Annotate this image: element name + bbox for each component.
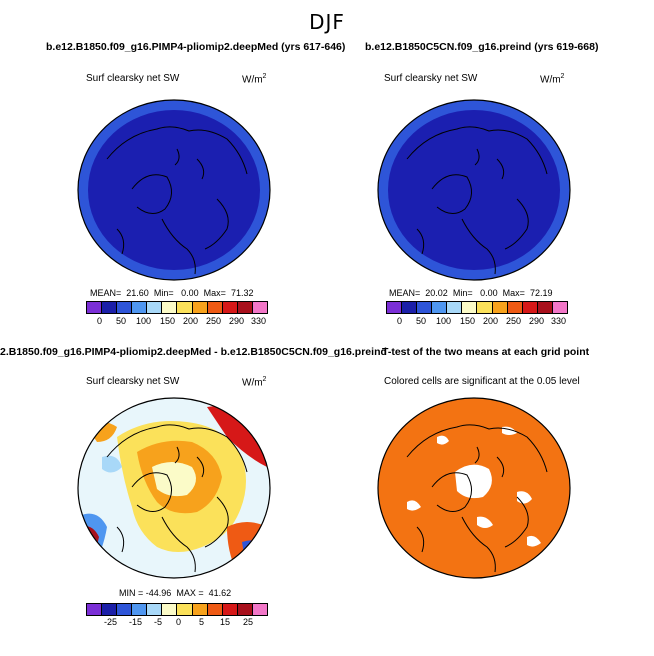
colorbar-swatch [492,302,508,313]
stats-top-right: MEAN= 20.02 Min= 0.00 Max= 72.19 [389,288,553,298]
colorbar-tick-top-right-3: 150 [460,316,476,326]
colorbar-tick-top-left-5: 250 [206,316,222,326]
colorbar-swatch [222,302,238,313]
colorbar-swatch [252,604,267,615]
colorbar-top-left [86,301,268,314]
colorbar-swatch [87,604,103,615]
colorbar-tick-top-right-6: 290 [529,316,545,326]
units-label-top-right: W/m2 [540,73,565,86]
map-bottom-left [77,397,271,579]
units-label-top-left: W/m2 [242,73,267,86]
colorbar-tick-top-right-7: 330 [551,316,567,326]
stats-top-left: MEAN= 21.60 Min= 0.00 Max= 71.32 [90,288,254,298]
colorbar-swatch [222,604,238,615]
colorbar-swatch [147,302,163,313]
panel-title-top-left: b.e12.B1850.f09_g16.PIMP4-pliomip2.deepM… [46,41,346,53]
map-top-left [77,99,271,281]
map-bottom-right [377,397,571,579]
variable-label-top-right: Surf clearsky net SW [384,73,478,84]
colorbar-tick-top-left-1: 50 [116,316,127,326]
colorbar-tick-bottom-left-5: 15 [220,617,231,627]
colorbar-tick-top-left-7: 330 [251,316,267,326]
colorbar-swatch [432,302,448,313]
colorbar-swatch [462,302,478,313]
colorbar-swatch [237,302,253,313]
colorbar-swatch [477,302,493,313]
colorbar-tick-bottom-left-4: 5 [199,617,205,627]
colorbar-tick-top-left-0: 0 [97,316,103,326]
panel-title-bottom-left: 2.B1850.f09_g16.PIMP4-pliomip2.deepMed -… [0,346,387,358]
colorbar-tick-top-right-1: 50 [416,316,427,326]
variable-label-bottom-left: Surf clearsky net SW [86,376,180,387]
map-top-right [377,99,571,281]
colorbar-swatch [447,302,463,313]
colorbar-swatch [522,302,538,313]
colorbar-swatch [117,302,133,313]
stats-bottom-left: MIN = -44.96 MAX = 41.62 [119,588,232,598]
colorbar-swatch [507,302,523,313]
colorbar-tick-top-left-4: 200 [183,316,199,326]
colorbar-swatch [117,604,133,615]
colorbar-tick-top-left-3: 150 [160,316,176,326]
colorbar-bottom-left [86,603,268,616]
colorbar-tick-top-right-5: 250 [506,316,522,326]
colorbar-swatch [102,604,118,615]
colorbar-swatch [192,302,208,313]
colorbar-swatch [177,604,193,615]
colorbar-tick-top-right-0: 0 [397,316,403,326]
panel-title-bottom-right: T-test of the two means at each grid poi… [382,346,590,358]
colorbar-swatch [207,302,223,313]
colorbar-swatch [162,302,178,313]
colorbar-swatch [162,604,178,615]
colorbar-swatch [132,604,148,615]
variable-label-top-left: Surf clearsky net SW [86,73,180,84]
colorbar-tick-bottom-left-0: -25 [104,617,118,627]
colorbar-tick-bottom-left-1: -15 [129,617,143,627]
figure-title: DJF [309,10,345,34]
colorbar-swatch [177,302,193,313]
colorbar-swatch [402,302,418,313]
colorbar-swatch [147,604,163,615]
colorbar-swatch [552,302,567,313]
panel-subtitle-bottom-right: Colored cells are significant at the 0.0… [384,376,580,387]
colorbar-tick-bottom-left-6: 25 [243,617,254,627]
colorbar-swatch [87,302,103,313]
colorbar-swatch [192,604,208,615]
colorbar-swatch [252,302,267,313]
colorbar-tick-top-right-4: 200 [483,316,499,326]
colorbar-tick-top-left-2: 100 [136,316,152,326]
colorbar-swatch [132,302,148,313]
colorbar-swatch [207,604,223,615]
colorbar-tick-top-left-6: 290 [229,316,245,326]
colorbar-swatch [387,302,403,313]
colorbar-tick-top-right-2: 100 [436,316,452,326]
colorbar-swatch [417,302,433,313]
colorbar-tick-bottom-left-3: 0 [176,617,182,627]
colorbar-swatch [102,302,118,313]
colorbar-top-right [386,301,568,314]
panel-title-top-right: b.e12.B1850C5CN.f09_g16.preind (yrs 619-… [365,41,599,53]
units-label-bottom-left: W/m2 [242,376,267,389]
colorbar-tick-bottom-left-2: -5 [154,617,163,627]
colorbar-swatch [237,604,253,615]
colorbar-swatch [537,302,553,313]
